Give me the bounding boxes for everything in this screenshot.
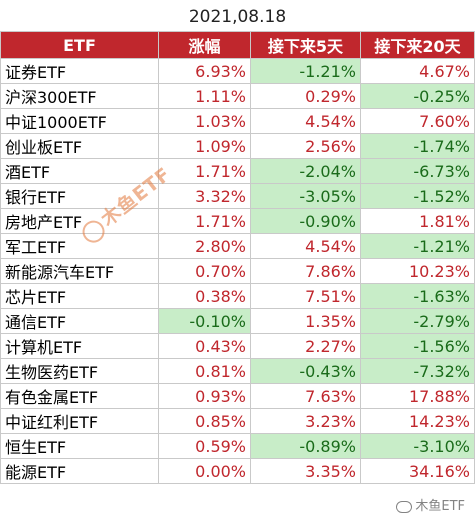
chg-cell: 0.38% — [158, 283, 251, 309]
next5-cell: -0.90% — [250, 208, 361, 234]
header-row: ETF 涨幅 接下来5天 接下来20天 — [0, 31, 475, 59]
next5-cell: 4.54% — [250, 108, 361, 134]
etf-name-cell: 酒ETF — [0, 158, 159, 184]
etf-name-cell: 银行ETF — [0, 183, 159, 209]
corner-watermark-text: 木鱼ETF — [415, 499, 465, 514]
next20-cell: -7.32% — [360, 358, 475, 384]
next20-cell: 4.67% — [360, 58, 475, 84]
table-row: 中证红利ETF 0.85% 3.23% 14.23% — [0, 408, 475, 434]
etf-name-cell: 中证红利ETF — [0, 408, 159, 434]
corner-watermark: 木鱼ETF — [394, 495, 467, 514]
next20-cell: -1.52% — [360, 183, 475, 209]
next5-cell: 1.35% — [250, 308, 361, 334]
etf-name-cell: 军工ETF — [0, 233, 159, 259]
next20-cell: 34.16% — [360, 458, 475, 484]
table-row: 生物医药ETF 0.81% -0.43% -7.32% — [0, 358, 475, 384]
next5-cell: 3.23% — [250, 408, 361, 434]
chg-cell: 6.93% — [158, 58, 251, 84]
date-title: 2021,08.18 — [188, 7, 287, 27]
etf-name-cell: 通信ETF — [0, 308, 159, 334]
chg-cell: -0.10% — [158, 308, 251, 334]
table-row: 房地产ETF 1.71% -0.90% 1.81% — [0, 208, 475, 234]
next5-cell: -1.21% — [250, 58, 361, 84]
table-row: 军工ETF 2.80% 4.54% -1.21% — [0, 233, 475, 259]
etf-name-cell: 中证1000ETF — [0, 108, 159, 134]
table-row: 计算机ETF 0.43% 2.27% -1.56% — [0, 333, 475, 359]
table-row: 能源ETF 0.00% 3.35% 34.16% — [0, 458, 475, 484]
next5-cell: -3.05% — [250, 183, 361, 209]
next5-cell: 0.29% — [250, 83, 361, 109]
etf-name-cell: 能源ETF — [0, 458, 159, 484]
chg-cell: 0.43% — [158, 333, 251, 359]
next20-cell: -6.73% — [360, 158, 475, 184]
next5-cell: 2.27% — [250, 333, 361, 359]
etf-name-cell: 创业板ETF — [0, 133, 159, 159]
header-next5: 接下来5天 — [250, 31, 361, 59]
next5-cell: 3.35% — [250, 458, 361, 484]
table-row: 有色金属ETF 0.93% 7.63% 17.88% — [0, 383, 475, 409]
table-row: 新能源汽车ETF 0.70% 7.86% 10.23% — [0, 258, 475, 284]
wechat-icon — [396, 500, 413, 513]
table-row: 银行ETF 3.32% -3.05% -1.52% — [0, 183, 475, 209]
chg-cell: 0.70% — [158, 258, 251, 284]
chg-cell: 1.71% — [158, 208, 251, 234]
chg-cell: 1.71% — [158, 158, 251, 184]
next5-cell: 4.54% — [250, 233, 361, 259]
next20-cell: -1.56% — [360, 333, 475, 359]
etf-name-cell: 房地产ETF — [0, 208, 159, 234]
next5-cell: -2.04% — [250, 158, 361, 184]
etf-name-cell: 新能源汽车ETF — [0, 258, 159, 284]
chg-cell: 0.59% — [158, 433, 251, 459]
next20-cell: 7.60% — [360, 108, 475, 134]
etf-name-cell: 恒生ETF — [0, 433, 159, 459]
chg-cell: 1.11% — [158, 83, 251, 109]
table-row: 芯片ETF 0.38% 7.51% -1.63% — [0, 283, 475, 309]
etf-name-cell: 生物医药ETF — [0, 358, 159, 384]
next20-cell: -1.21% — [360, 233, 475, 259]
header-chg: 涨幅 — [158, 31, 251, 59]
next5-cell: -0.43% — [250, 358, 361, 384]
next20-cell: 14.23% — [360, 408, 475, 434]
table-row: 酒ETF 1.71% -2.04% -6.73% — [0, 158, 475, 184]
etf-name-cell: 沪深300ETF — [0, 83, 159, 109]
chg-cell: 0.93% — [158, 383, 251, 409]
chg-cell: 0.85% — [158, 408, 251, 434]
header-next20: 接下来20天 — [360, 31, 475, 59]
table-row: 沪深300ETF 1.11% 0.29% -0.25% — [0, 83, 475, 109]
chg-cell: 3.32% — [158, 183, 251, 209]
next20-cell: 10.23% — [360, 258, 475, 284]
chg-cell: 0.81% — [158, 358, 251, 384]
table-row: 证券ETF 6.93% -1.21% 4.67% — [0, 58, 475, 84]
next5-cell: 7.51% — [250, 283, 361, 309]
etf-name-cell: 芯片ETF — [0, 283, 159, 309]
next5-cell: 7.86% — [250, 258, 361, 284]
table-row: 中证1000ETF 1.03% 4.54% 7.60% — [0, 108, 475, 134]
table-row: 创业板ETF 1.09% 2.56% -1.74% — [0, 133, 475, 159]
table-row: 恒生ETF 0.59% -0.89% -3.10% — [0, 433, 475, 459]
next20-cell: -1.74% — [360, 133, 475, 159]
next20-cell: -0.25% — [360, 83, 475, 109]
next5-cell: -0.89% — [250, 433, 361, 459]
etf-table: ETF 涨幅 接下来5天 接下来20天 证券ETF 6.93% -1.21% 4.67… — [0, 31, 475, 484]
header-etf: ETF — [0, 31, 159, 59]
next20-cell: 17.88% — [360, 383, 475, 409]
chg-cell: 1.09% — [158, 133, 251, 159]
next20-cell: 1.81% — [360, 208, 475, 234]
next5-cell: 7.63% — [250, 383, 361, 409]
next20-cell: -3.10% — [360, 433, 475, 459]
next20-cell: -1.63% — [360, 283, 475, 309]
chg-cell: 2.80% — [158, 233, 251, 259]
table-row: 通信ETF -0.10% 1.35% -2.79% — [0, 308, 475, 334]
chg-cell: 0.00% — [158, 458, 251, 484]
etf-name-cell: 计算机ETF — [0, 333, 159, 359]
next20-cell: -2.79% — [360, 308, 475, 334]
etf-name-cell: 证券ETF — [0, 58, 159, 84]
chg-cell: 1.03% — [158, 108, 251, 134]
etf-name-cell: 有色金属ETF — [0, 383, 159, 409]
next5-cell: 2.56% — [250, 133, 361, 159]
